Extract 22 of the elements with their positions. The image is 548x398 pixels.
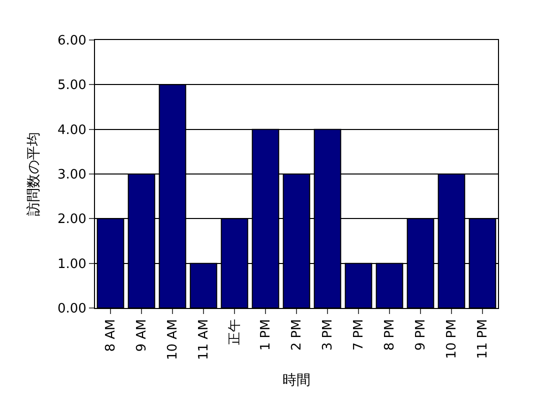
y-tick-label: 2.00 xyxy=(57,212,86,228)
x-tick-label: 10 PM xyxy=(444,319,460,359)
x-tick-label: 3 PM xyxy=(320,319,336,351)
x-tick-label: 10 AM xyxy=(166,319,181,360)
y-tick-label: 5.00 xyxy=(57,78,86,94)
y-tick-label: 1.00 xyxy=(57,256,86,272)
x-axis-title: 時間 xyxy=(282,372,310,388)
x-tick-label: 8 PM xyxy=(382,319,398,351)
x-tick-label: 正午 xyxy=(228,319,243,346)
x-tick-label: 9 PM xyxy=(414,319,429,351)
x-tick-label: 1 PM xyxy=(258,319,274,351)
y-tick-label: 6.00 xyxy=(57,34,86,49)
y-tick-label: 4.00 xyxy=(57,122,86,138)
y-tick-label: 3.00 xyxy=(57,168,86,183)
x-tick-label: 8 AM xyxy=(104,319,119,352)
x-tick-label: 2 PM xyxy=(290,319,305,351)
x-tick-label: 11 PM xyxy=(476,319,491,359)
x-tick-label: 7 PM xyxy=(352,319,367,351)
y-axis-title: 訪問数の平均 xyxy=(26,132,42,216)
x-tick-label: 11 AM xyxy=(196,319,212,360)
x-tick-label: 9 AM xyxy=(134,319,150,352)
y-tick-label: 0.00 xyxy=(57,302,86,317)
